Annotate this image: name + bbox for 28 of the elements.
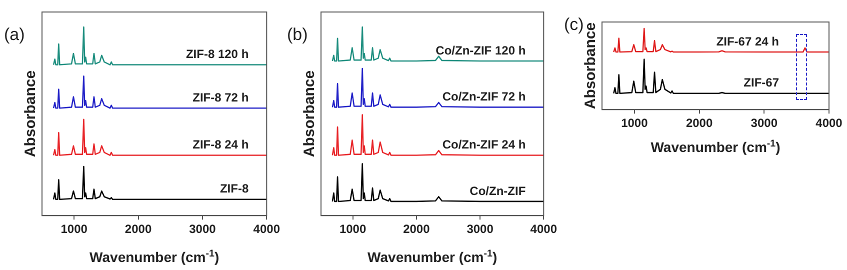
y-axis-title: Absorbance [301,70,318,158]
x-tick-label: 2000 [403,222,430,236]
x-tick-label: 4000 [530,222,558,236]
series-label: ZIF-8 72 h [192,90,249,104]
x-tick-label: 3000 [189,222,216,236]
chart-title: (b) [287,25,308,44]
series-label: ZIF-8 [220,182,249,196]
x-tick-label: 2000 [124,222,152,236]
chart-title: (a) [4,25,25,44]
x-tick-label: 1000 [621,116,648,130]
x-tick-label: 3000 [466,222,494,236]
series-label: Co/Zn-ZIF 72 h [442,90,526,104]
series-label: ZIF-8 120 h [186,47,249,62]
y-axis-title: Absorbance [582,22,600,110]
x-tick-label: 3000 [750,116,778,130]
x-tick-label: 2000 [686,116,713,130]
y-axis-title: Absorbance [22,70,40,158]
series-label: ZIF-8 24 h [192,138,249,152]
series-label: Co/Zn-ZIF [470,184,526,198]
x-tick-label: 4000 [816,116,843,130]
series-label: ZIF-67 [744,76,780,90]
x-tick-label: 1000 [60,222,88,236]
chart-title: (c) [564,15,584,34]
series-label: Co/Zn-ZIF 120 h [436,43,526,58]
series-label: Co/Zn-ZIF 24 h [442,138,526,152]
x-tick-label: 4000 [253,222,280,236]
series-label: ZIF-67 24 h [716,34,779,48]
x-tick-label: 1000 [339,222,366,236]
